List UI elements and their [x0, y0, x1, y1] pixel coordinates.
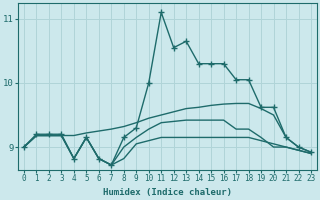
X-axis label: Humidex (Indice chaleur): Humidex (Indice chaleur) — [103, 188, 232, 197]
